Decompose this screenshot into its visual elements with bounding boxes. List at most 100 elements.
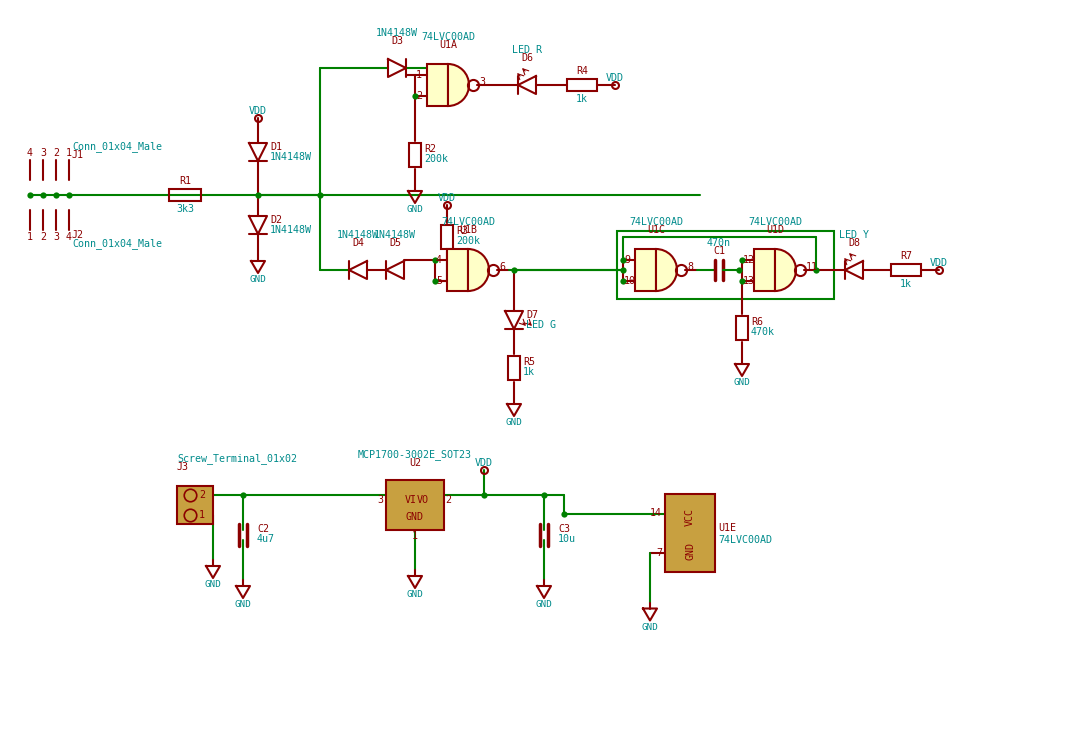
Text: GND: GND [407, 590, 423, 599]
Text: 3: 3 [480, 77, 485, 87]
Text: U1B: U1B [459, 225, 477, 235]
Bar [409, 143, 421, 167]
Text: J1: J1 [72, 150, 84, 160]
Text: 5: 5 [436, 275, 442, 286]
Text: 470n: 470n [707, 238, 731, 248]
Text: 74LVC00AD: 74LVC00AD [441, 217, 494, 227]
Text: 3: 3 [40, 148, 46, 158]
Text: 74LVC00AD: 74LVC00AD [629, 217, 684, 227]
Text: R3: R3 [456, 226, 468, 236]
Text: GND: GND [685, 542, 695, 560]
Text: LED G: LED G [527, 320, 556, 330]
Text: GND: GND [205, 580, 221, 589]
Text: U1C: U1C [647, 225, 665, 235]
Text: VDD: VDD [249, 106, 267, 116]
Text: LED R: LED R [512, 45, 541, 55]
Text: VDD: VDD [930, 258, 948, 268]
Bar [891, 264, 921, 276]
Text: 12: 12 [743, 254, 755, 265]
Text: 74LVC00AD: 74LVC00AD [718, 535, 772, 545]
Text: 74LVC00AD: 74LVC00AD [748, 217, 802, 227]
Bar [567, 79, 597, 91]
Text: 74LVC00AD: 74LVC00AD [421, 32, 475, 42]
Bar [447, 249, 468, 291]
Text: VDD: VDD [606, 73, 624, 83]
Text: 10u: 10u [557, 534, 576, 544]
Text: 1N4148W: 1N4148W [374, 230, 417, 240]
Bar [617, 231, 834, 299]
Text: 4: 4 [27, 148, 33, 158]
Bar [169, 189, 201, 201]
Text: U1E: U1E [718, 523, 736, 533]
Text: 1: 1 [199, 510, 205, 520]
Text: D5: D5 [389, 238, 400, 248]
Text: C2: C2 [257, 524, 269, 534]
Text: D4: D4 [352, 238, 364, 248]
Text: 2: 2 [53, 148, 59, 158]
Text: 1N4148W: 1N4148W [376, 28, 418, 38]
Text: 1N4148W: 1N4148W [270, 225, 312, 235]
Text: R2: R2 [424, 144, 436, 154]
Text: 1k: 1k [523, 367, 535, 377]
Text: D2: D2 [270, 215, 282, 225]
Text: J3: J3 [177, 462, 189, 472]
Text: 200k: 200k [424, 154, 447, 164]
Text: U2: U2 [409, 458, 421, 468]
Text: MCP1700-3002E_SOT23: MCP1700-3002E_SOT23 [358, 449, 472, 460]
Text: 11: 11 [806, 262, 818, 272]
Text: 3: 3 [53, 232, 59, 242]
Bar [427, 64, 447, 106]
Text: VI: VI [405, 495, 417, 505]
Text: GND: GND [235, 600, 251, 609]
Text: 1: 1 [27, 232, 33, 242]
Text: GND: GND [505, 418, 522, 427]
Text: 2: 2 [417, 91, 422, 100]
Text: 13: 13 [743, 275, 755, 286]
Text: 1: 1 [412, 531, 418, 541]
Text: R6: R6 [751, 317, 763, 327]
Text: 8: 8 [687, 262, 693, 272]
Text: 10: 10 [624, 275, 637, 286]
Bar [736, 316, 748, 340]
Text: VDD: VDD [438, 193, 456, 203]
Text: R7: R7 [900, 251, 912, 261]
Text: 1N4148W: 1N4148W [270, 152, 312, 162]
Text: 1N4148W: 1N4148W [337, 230, 379, 240]
Bar [177, 486, 213, 524]
Text: 6: 6 [499, 262, 505, 272]
Text: GND: GND [406, 512, 424, 522]
Text: R4: R4 [576, 66, 588, 76]
Text: 2: 2 [199, 490, 205, 500]
Wedge shape [468, 249, 489, 291]
Text: VO: VO [417, 495, 429, 505]
Text: D6: D6 [521, 53, 533, 63]
Text: GND: GND [535, 600, 552, 609]
Text: 2: 2 [445, 495, 451, 505]
Wedge shape [775, 249, 796, 291]
Text: 4: 4 [66, 232, 72, 242]
Text: Conn_01x04_Male: Conn_01x04_Male [72, 238, 162, 249]
Text: VDD: VDD [475, 458, 493, 468]
Text: LED Y: LED Y [839, 230, 869, 240]
Text: 1: 1 [66, 148, 72, 158]
Text: C3: C3 [557, 524, 570, 534]
Text: R5: R5 [523, 357, 535, 367]
Wedge shape [447, 64, 469, 106]
Text: 14: 14 [650, 509, 662, 518]
Text: VCC: VCC [685, 508, 695, 526]
Text: 470k: 470k [751, 327, 775, 337]
Text: GND: GND [407, 205, 423, 214]
Bar [508, 356, 520, 380]
Text: 3: 3 [377, 495, 383, 505]
Text: 2: 2 [40, 232, 46, 242]
Bar [754, 249, 775, 291]
Text: D1: D1 [270, 142, 282, 152]
Wedge shape [656, 249, 677, 291]
Text: 1: 1 [417, 70, 422, 79]
Text: 1k: 1k [576, 94, 588, 104]
Text: U1D: U1D [766, 225, 784, 235]
Text: GND: GND [250, 275, 266, 284]
Text: C1: C1 [713, 246, 725, 256]
Text: D8: D8 [848, 238, 860, 248]
Text: 4u7: 4u7 [257, 534, 274, 544]
